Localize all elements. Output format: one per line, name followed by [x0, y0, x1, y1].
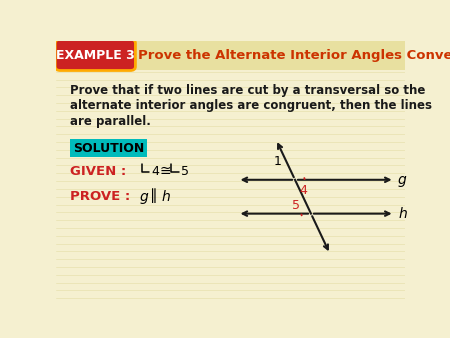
- Text: Prove the Alternate Interior Angles Converse: Prove the Alternate Interior Angles Conv…: [138, 49, 450, 62]
- Text: 1: 1: [274, 155, 282, 168]
- Text: EXAMPLE 3: EXAMPLE 3: [56, 49, 135, 62]
- Text: h: h: [162, 190, 170, 204]
- Text: 4: 4: [299, 184, 307, 197]
- Text: 5: 5: [292, 199, 300, 212]
- Text: ≅: ≅: [159, 164, 171, 178]
- Text: Prove that if two lines are cut by a transversal so the: Prove that if two lines are cut by a tra…: [70, 83, 426, 97]
- Text: g: g: [140, 190, 148, 204]
- Text: g: g: [398, 173, 407, 187]
- Text: 4: 4: [151, 166, 159, 178]
- Text: PROVE :: PROVE :: [70, 190, 130, 203]
- Text: alternate interior angles are congruent, then the lines: alternate interior angles are congruent,…: [70, 99, 432, 112]
- FancyBboxPatch shape: [56, 41, 405, 71]
- FancyBboxPatch shape: [70, 139, 147, 157]
- Text: h: h: [398, 207, 407, 221]
- FancyBboxPatch shape: [55, 39, 135, 71]
- Text: GIVEN :: GIVEN :: [70, 166, 126, 178]
- Text: are parallel.: are parallel.: [70, 115, 151, 128]
- Text: ∥: ∥: [150, 189, 157, 203]
- Text: SOLUTION: SOLUTION: [73, 142, 144, 155]
- Text: 5: 5: [181, 166, 189, 178]
